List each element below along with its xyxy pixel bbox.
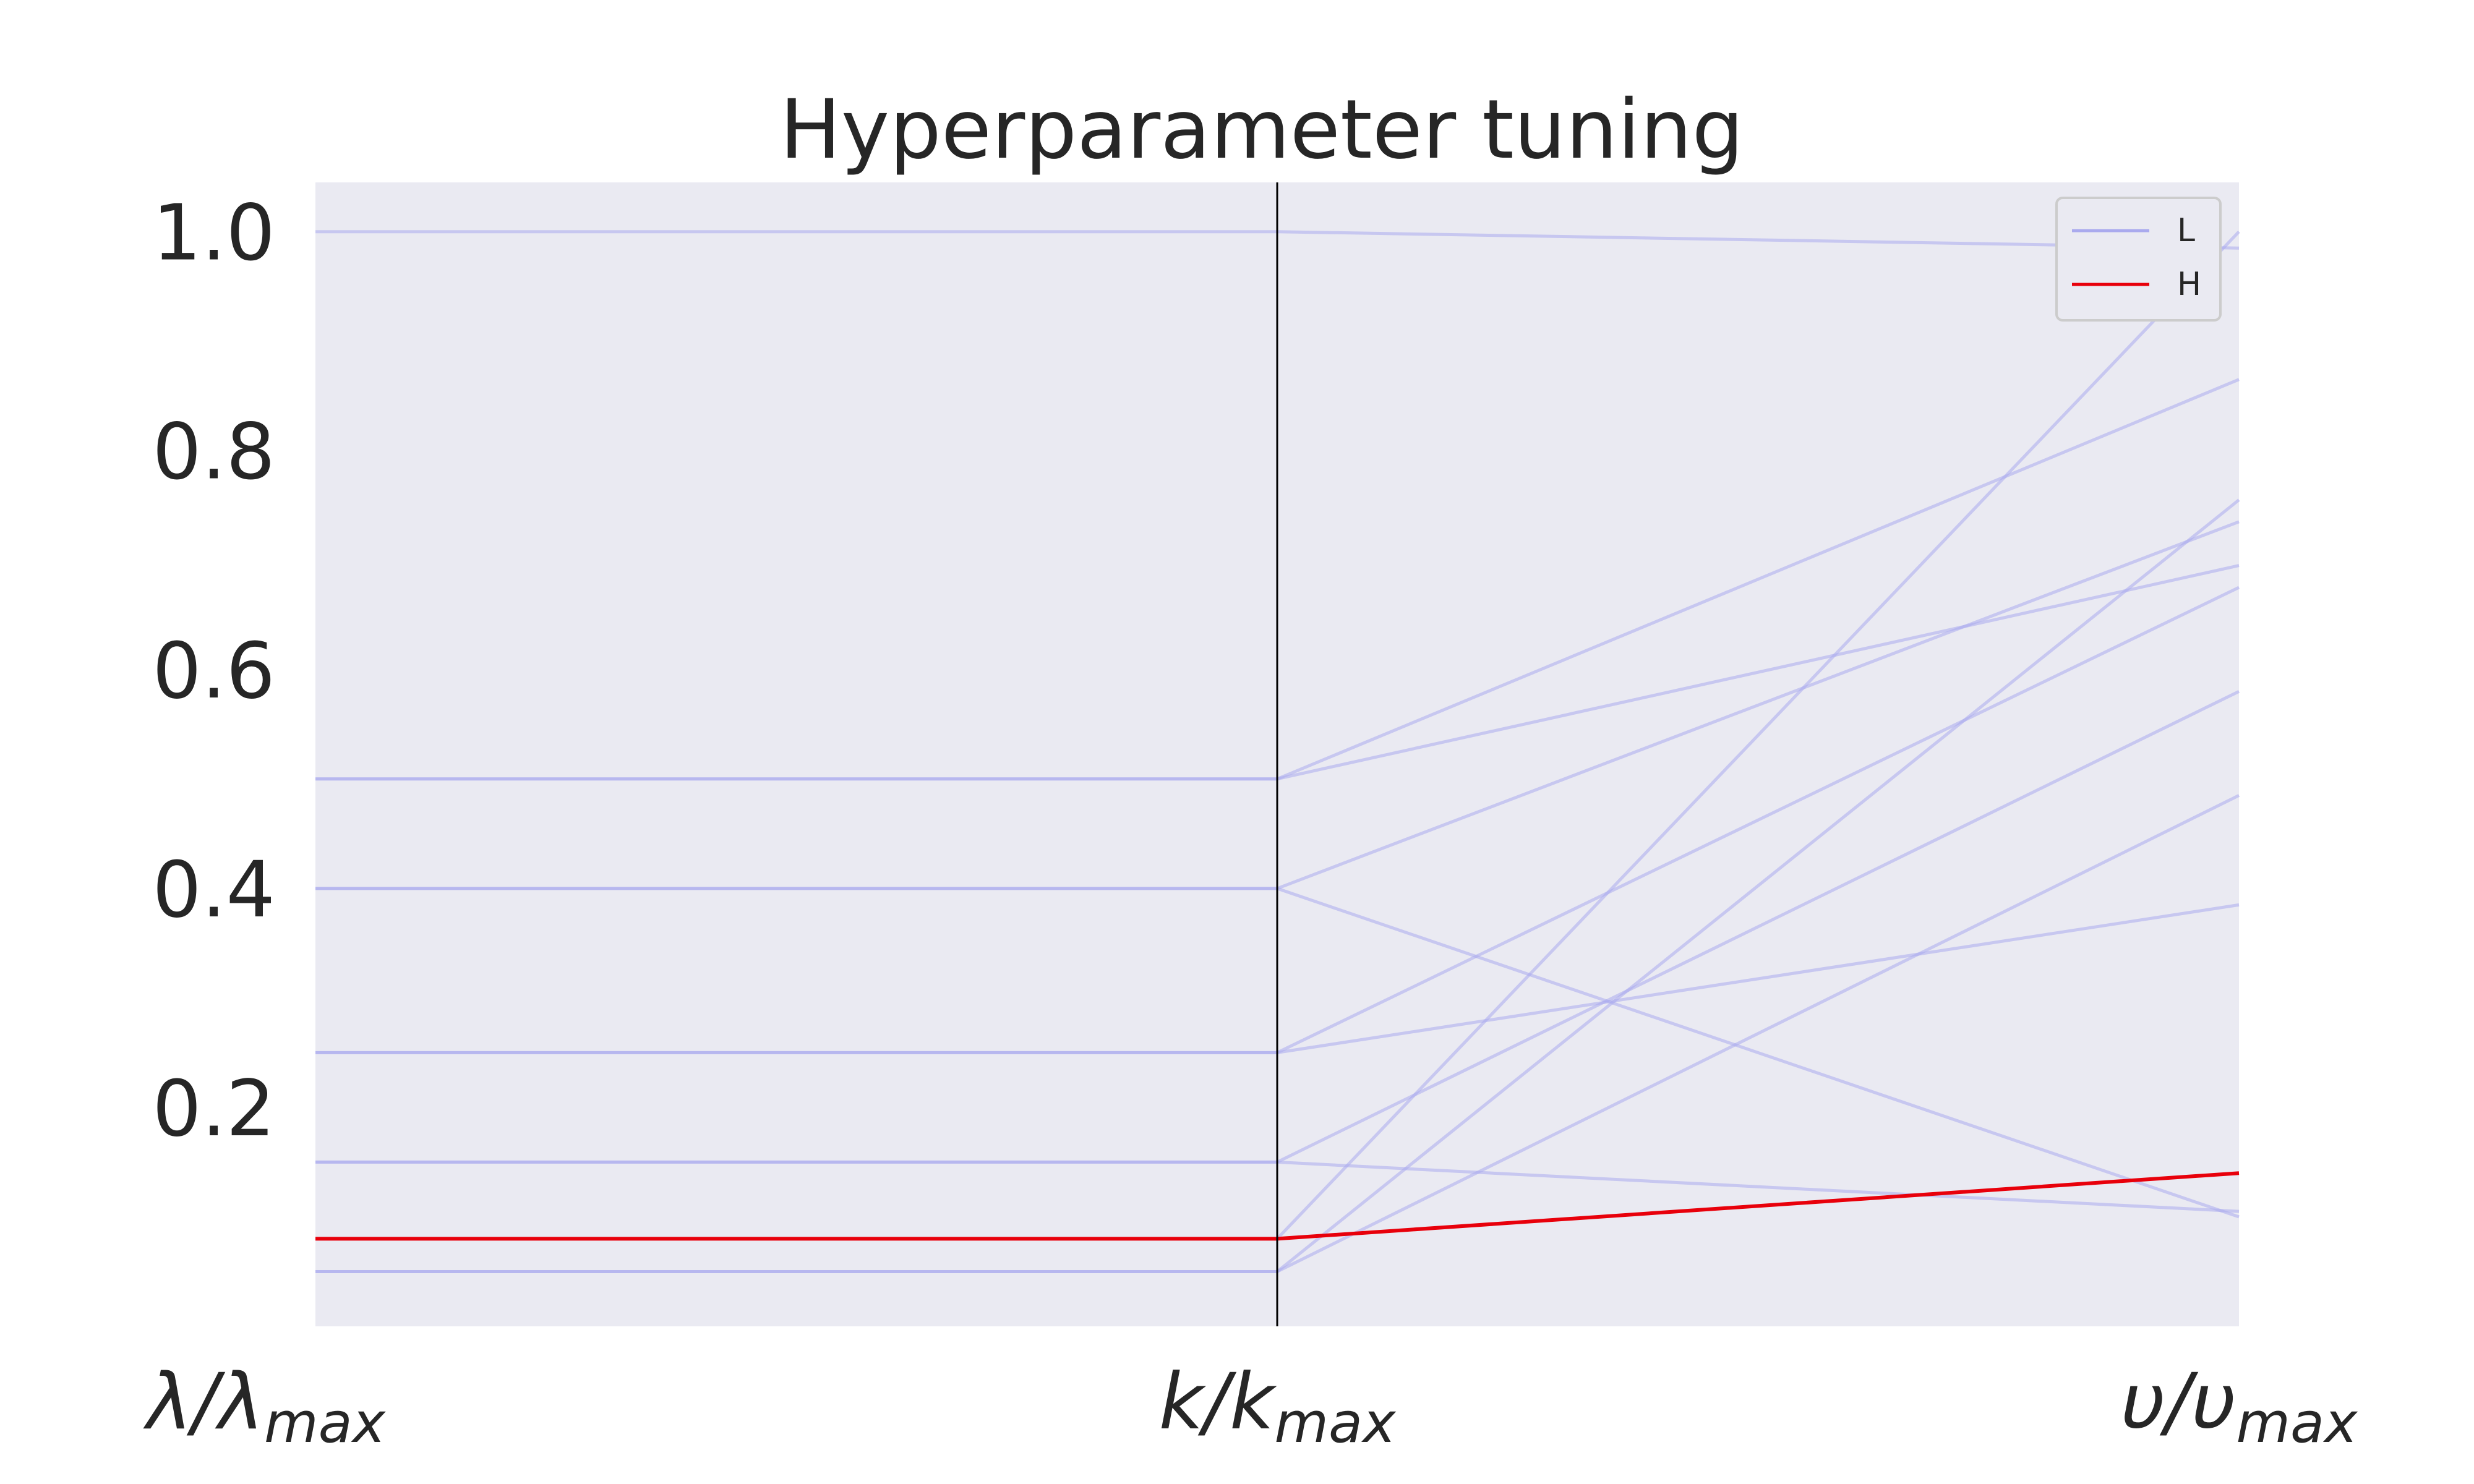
x-axis-label-upsilon-main: υ/υ — [2121, 1357, 2236, 1447]
y-tick-label: 0.4 — [152, 845, 275, 935]
legend-box — [2055, 197, 2222, 322]
x-axis-label-lambda-main: λ/λ — [143, 1357, 264, 1447]
x-axis-label-upsilon: υ/υmax — [2121, 1357, 2359, 1456]
legend-label-h: H — [2177, 266, 2201, 303]
y-tick-label: 0.8 — [152, 407, 275, 497]
legend-label-l: L — [2177, 212, 2195, 249]
x-axis-label-k-sub: max — [1274, 1391, 1397, 1456]
y-tick-label: 0.6 — [152, 626, 275, 716]
legend: L H — [2055, 197, 2222, 322]
x-axis-label-upsilon-sub: max — [2236, 1391, 2358, 1456]
y-tick-label: 0.2 — [152, 1064, 275, 1154]
chart-title: Hyperparameter tuning — [780, 82, 1744, 177]
x-axis-label-lambda: λ/λmax — [143, 1357, 387, 1456]
y-tick-label: 1.0 — [152, 189, 275, 278]
y-tick-labels: 0.2 0.4 0.6 0.8 1.0 — [152, 189, 275, 1154]
x-axis-label-k-main: k/k — [1159, 1357, 1278, 1447]
x-axis-label-k: k/kmax — [1159, 1357, 1397, 1456]
x-axis-label-lambda-sub: max — [264, 1391, 387, 1456]
